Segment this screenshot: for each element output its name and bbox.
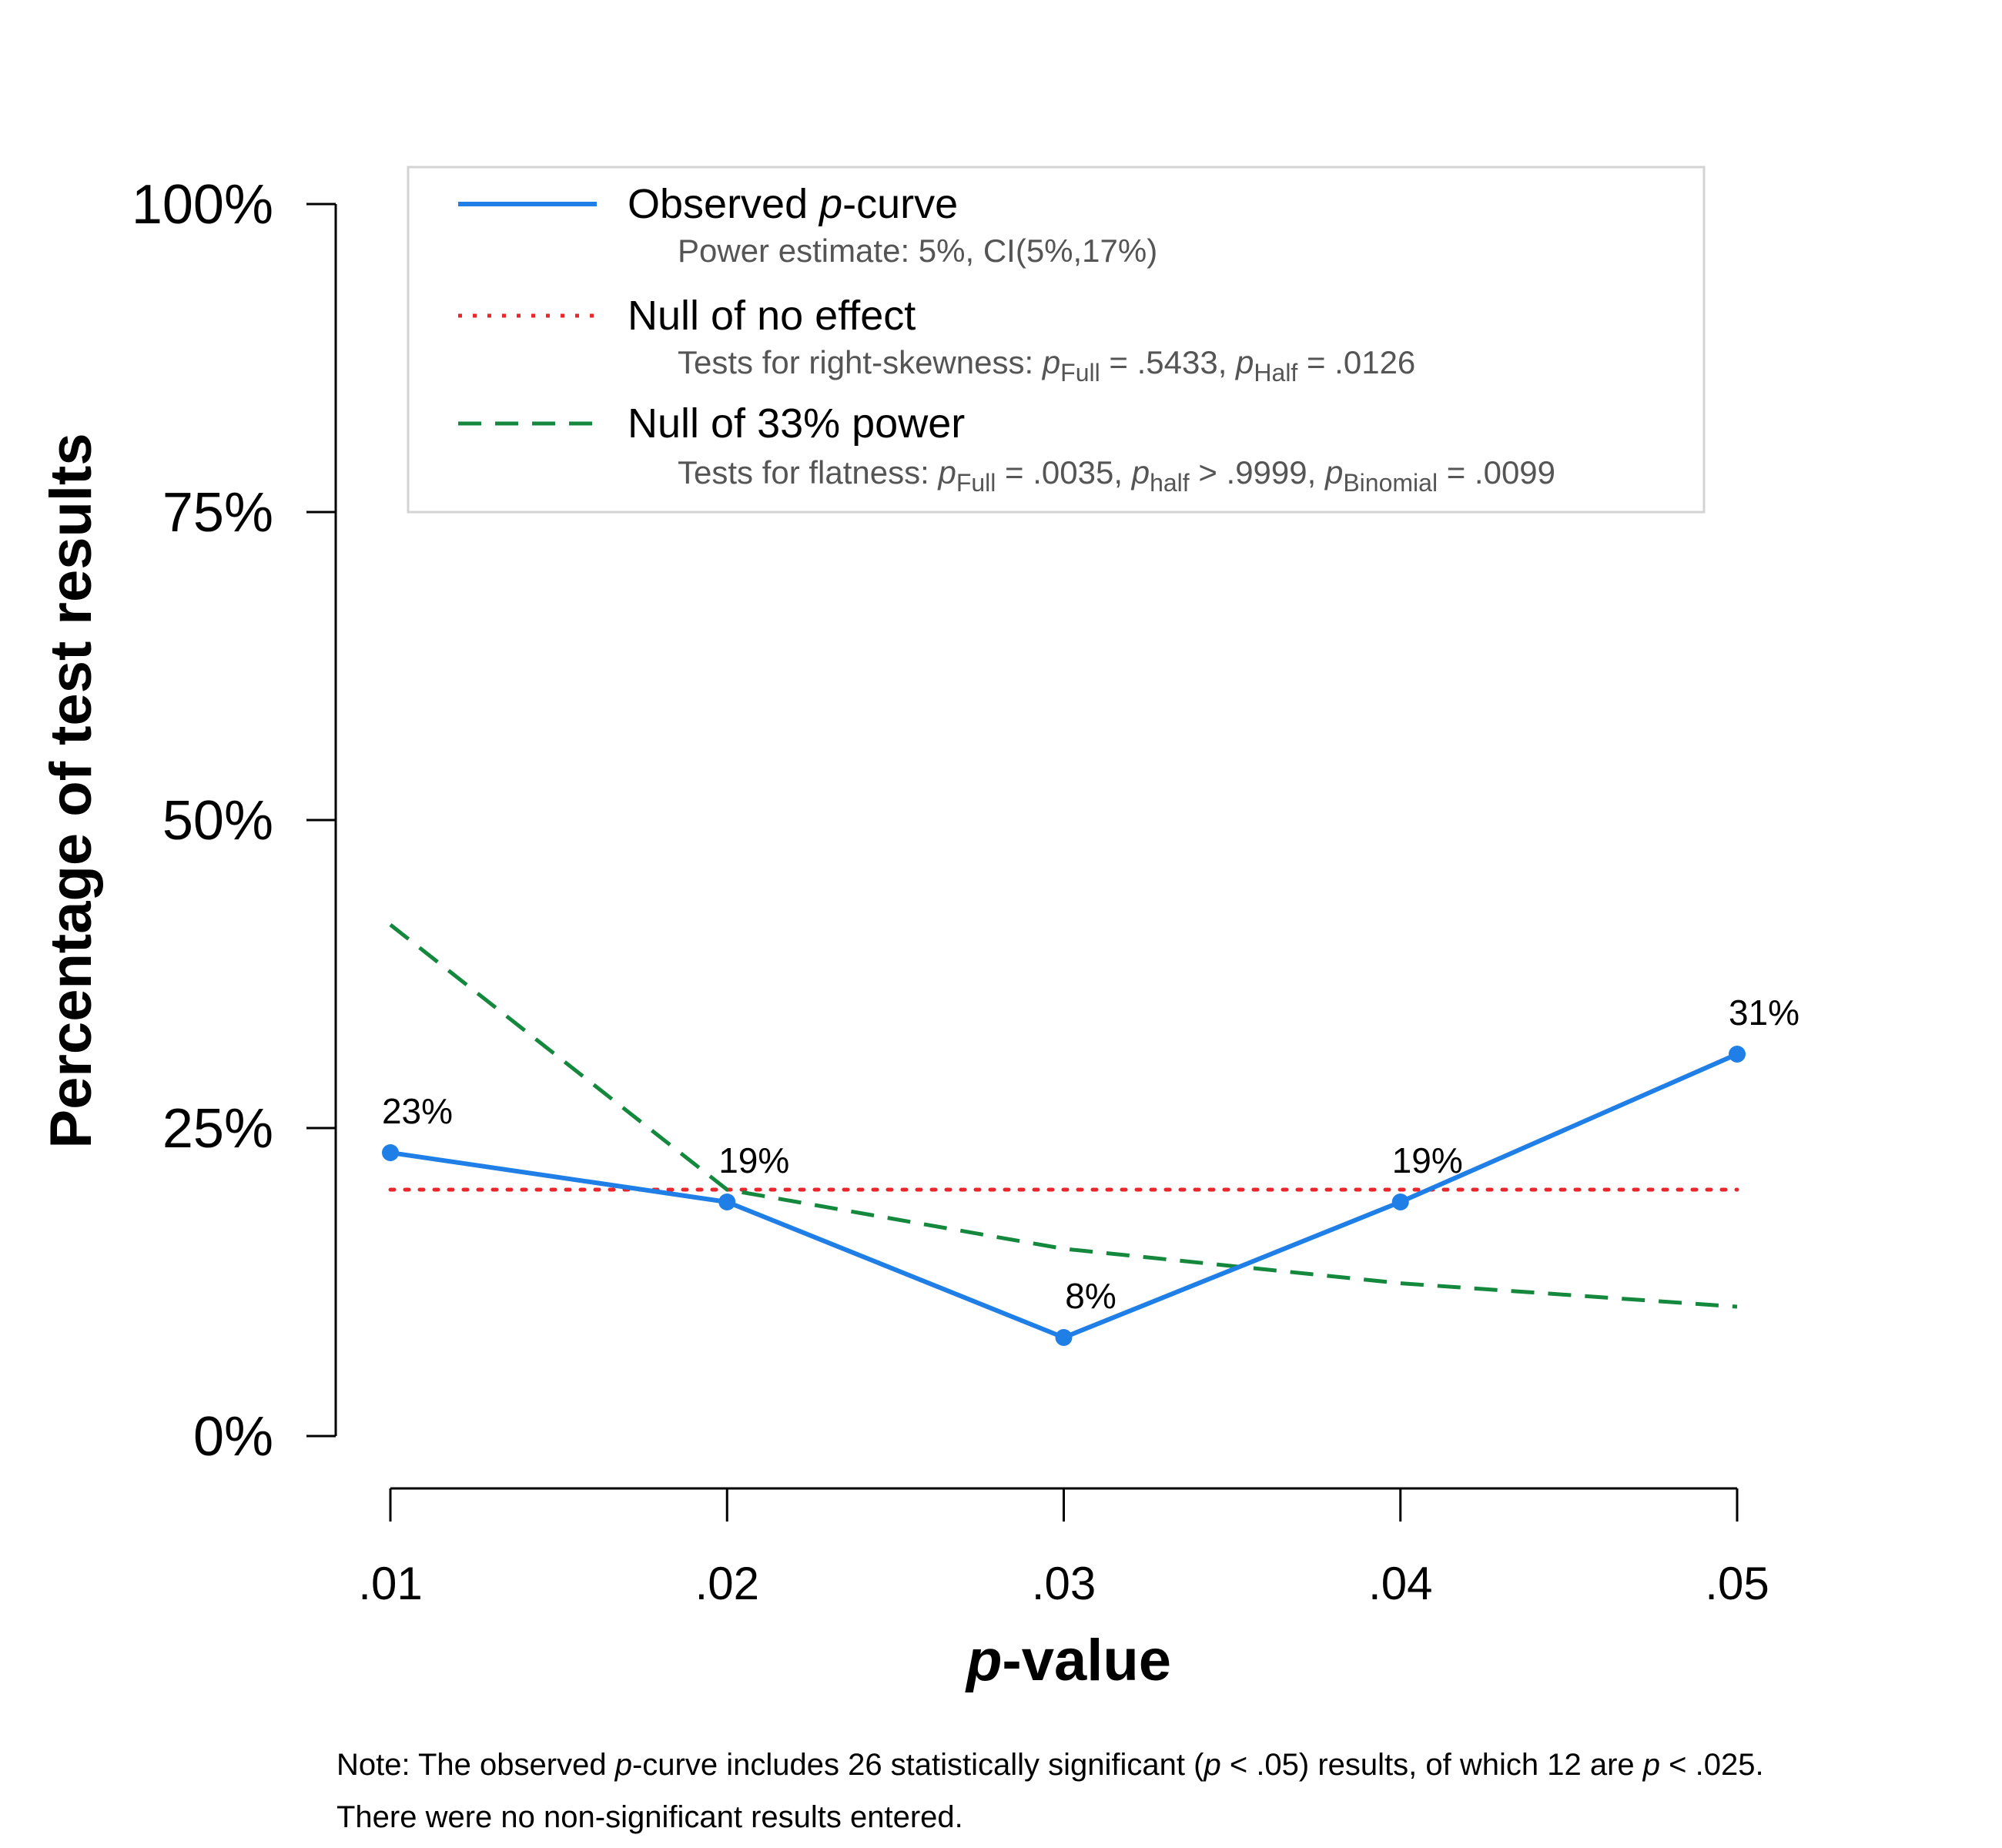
data-point-observed [1729, 1046, 1746, 1063]
data-point-observed [1055, 1329, 1073, 1346]
skew-t2: = .0126 [1297, 344, 1415, 380]
note-line-2: There were no non-significant results en… [336, 1800, 963, 1834]
data-label: 31% [1729, 993, 1799, 1033]
legend: Observed p-curve Power estimate: 5%, CI(… [407, 166, 1706, 514]
note-i3: p [1203, 1748, 1220, 1782]
legend-label-null-no-effect: Null of no effect [628, 293, 916, 339]
x-tick-label: .03 [1032, 1558, 1096, 1609]
legend-observed-pre: Observed [628, 181, 819, 227]
y-tick-label: 100% [132, 174, 273, 236]
flat-t3: = .0099 [1438, 454, 1555, 490]
skew-p1: p [1041, 344, 1060, 380]
data-label: 19% [718, 1140, 789, 1180]
y-tick-label: 50% [162, 790, 273, 852]
x-axis: .01 .02 .03 .04 .05 [358, 1487, 1769, 1609]
x-tick-label: .04 [1368, 1558, 1432, 1609]
skew-p2: p [1234, 344, 1254, 380]
y-axis-title: Percentage of test results [38, 433, 104, 1148]
data-point-observed [718, 1194, 736, 1210]
skew-sub1: Full [1060, 359, 1100, 387]
x-axis-title-italic: p [965, 1628, 1002, 1693]
legend-sub-observed: Power estimate: 5%, CI(5%,17%) [678, 233, 1157, 269]
data-point-observed [1391, 1194, 1409, 1210]
series-line-null-33-power [389, 923, 1738, 1309]
series-line-observed [390, 1052, 1739, 1340]
skew-t1: = .5433, [1100, 344, 1236, 380]
flat-sub2: half [1150, 469, 1190, 497]
data-label: 19% [1392, 1140, 1463, 1180]
flat-p2: p [1130, 454, 1150, 490]
legend-box [407, 166, 1706, 514]
y-axis: 0% 25% 50% 75% 100% [132, 174, 337, 1468]
note-t0: Note: The observed [336, 1748, 615, 1782]
x-tick-label: .05 [1705, 1558, 1769, 1609]
note-line-1: Note: The observed p-curve includes 26 s… [336, 1748, 1764, 1782]
legend-label-observed: Observed p-curve [628, 181, 958, 227]
flat-t1: = .0035, [996, 454, 1131, 490]
y-tick-label: 0% [193, 1406, 273, 1468]
data-point-observed [382, 1144, 399, 1161]
y-tick-label: 75% [162, 482, 273, 544]
skew-sub2: Half [1254, 359, 1297, 387]
flat-t0: Tests for flatness: [678, 454, 938, 490]
note-t6: < .025. [1660, 1748, 1764, 1782]
legend-sub-null-33-power: Tests for flatness: pFull = .0035, phalf… [678, 454, 1555, 497]
x-tick-label: .02 [695, 1558, 759, 1609]
note-t4: < .05) results, of which 12 are [1221, 1748, 1643, 1782]
flat-p3: p [1324, 454, 1343, 490]
skew-t0: Tests for right-skewness: [678, 344, 1043, 380]
y-tick-label: 25% [162, 1098, 273, 1160]
data-label: 23% [382, 1091, 453, 1131]
flat-sub3: Binomial [1343, 469, 1438, 497]
legend-observed-italic: p [818, 181, 842, 227]
flat-sub1: Full [956, 469, 996, 497]
x-axis-title: p-value [965, 1628, 1171, 1693]
note-t2: -curve includes 26 statistically signifi… [632, 1748, 1204, 1782]
flat-t2: > .9999, [1190, 454, 1325, 490]
series-layer: 23% 19% 8% 19% 31% [382, 923, 1799, 1346]
legend-observed-post: -curve [842, 181, 958, 227]
flat-p1: p [936, 454, 956, 490]
note-i5: p [1642, 1748, 1660, 1782]
x-tick-label: .01 [358, 1558, 422, 1609]
note-i1: p [614, 1748, 632, 1782]
legend-label-null-33-power: Null of 33% power [628, 400, 965, 447]
data-label: 8% [1065, 1276, 1116, 1316]
legend-sub-null-no-effect: Tests for right-skewness: pFull = .5433,… [678, 344, 1415, 387]
x-axis-title-rest: -value [1002, 1628, 1171, 1693]
